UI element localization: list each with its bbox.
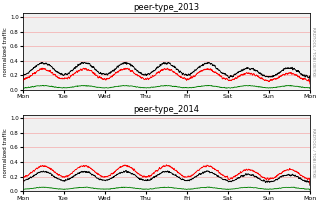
Title: peer-type_2014: peer-type_2014 bbox=[133, 105, 199, 114]
Y-axis label: normalized traffic: normalized traffic bbox=[4, 129, 8, 177]
Y-axis label: normalized traffic: normalized traffic bbox=[4, 27, 8, 76]
Y-axis label: RRDTOOL / TOBI OETIKE: RRDTOOL / TOBI OETIKE bbox=[311, 128, 316, 178]
Y-axis label: RRDTOOL / TOBI OETIKE: RRDTOOL / TOBI OETIKE bbox=[311, 27, 316, 76]
Title: peer-type_2013: peer-type_2013 bbox=[133, 3, 199, 12]
